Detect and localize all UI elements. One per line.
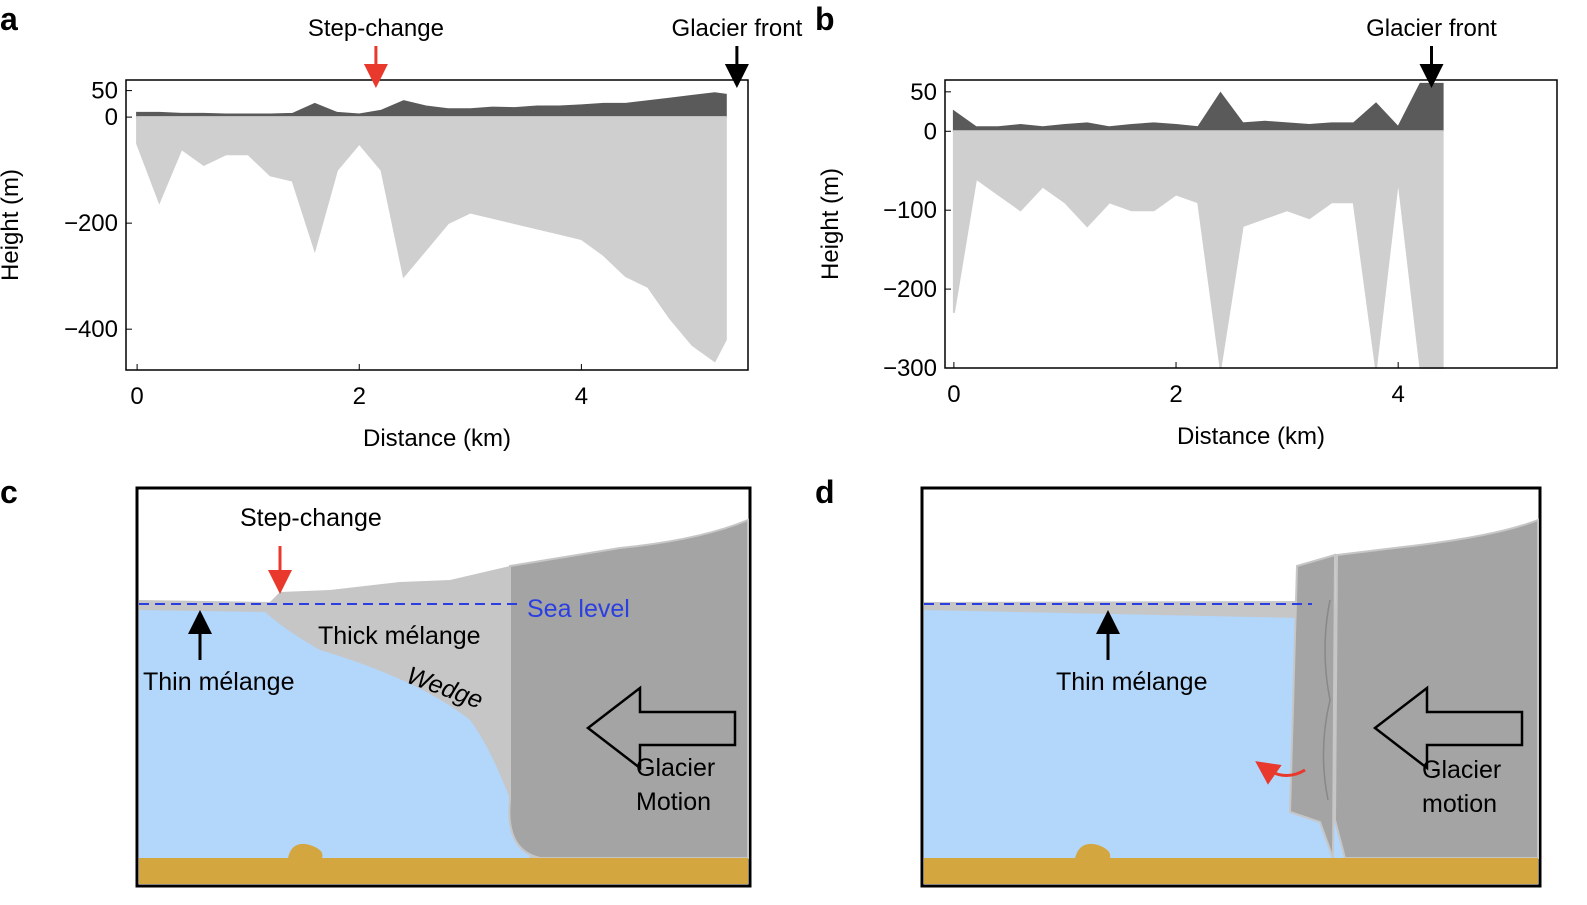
plot-frame bbox=[125, 79, 749, 371]
area bbox=[136, 116, 727, 363]
seabed bbox=[139, 858, 748, 884]
y-tick-label: −200 bbox=[64, 210, 118, 237]
melange bbox=[139, 566, 540, 858]
y-tick-label: 0 bbox=[924, 118, 937, 145]
annotation: Step-change bbox=[308, 15, 444, 42]
label: Step-change bbox=[240, 504, 382, 532]
chart-panel: b 50 0 −100 −200 −300 0 2 4 Distance (km) Height (… bbox=[815, 1, 1558, 450]
label: Thin mélange bbox=[1056, 668, 1207, 696]
annotation: Glacier front bbox=[1366, 15, 1497, 42]
x-axis-label: Distance (km) bbox=[363, 425, 511, 452]
x-tick-label: 0 bbox=[130, 383, 143, 410]
calving-slab bbox=[1288, 553, 1337, 859]
panel-label: d bbox=[815, 474, 835, 510]
label: Glacier bbox=[636, 754, 715, 782]
label: motion bbox=[1422, 790, 1497, 818]
y-tick-label: 0 bbox=[105, 104, 118, 131]
y-tick-label: −100 bbox=[883, 197, 937, 224]
seabed bbox=[924, 858, 1538, 884]
y-axis-label: Height (m) bbox=[817, 168, 844, 280]
area bbox=[952, 130, 1444, 369]
x-tick-label: 2 bbox=[1169, 381, 1182, 408]
diagram-d: d Thin mélange Glacier motion bbox=[815, 474, 1542, 888]
x-tick-label: 2 bbox=[353, 383, 366, 410]
area bbox=[136, 92, 727, 119]
rock bbox=[1075, 843, 1111, 858]
label: Sea level bbox=[527, 595, 630, 623]
glacier bbox=[508, 518, 749, 859]
label: Thick mélange bbox=[318, 622, 481, 650]
x-axis-label: Distance (km) bbox=[1177, 423, 1325, 450]
panel-label: b bbox=[815, 1, 835, 37]
y-tick-label: 50 bbox=[91, 78, 118, 105]
annotation: Glacier front bbox=[672, 15, 803, 42]
y-tick-label: −400 bbox=[64, 316, 118, 343]
y-axis-label: Height (m) bbox=[0, 169, 24, 281]
y-tick-label: −200 bbox=[883, 276, 937, 303]
x-tick-label: 4 bbox=[575, 383, 588, 410]
y-tick-label: −300 bbox=[883, 355, 937, 382]
melange bbox=[924, 601, 1300, 618]
panel-label: a bbox=[0, 1, 18, 37]
motion-arrow bbox=[1372, 685, 1524, 771]
motion-arrow bbox=[585, 685, 737, 771]
rock bbox=[288, 843, 323, 858]
plot-frame bbox=[944, 79, 1558, 369]
x-tick-label: 4 bbox=[1391, 381, 1404, 408]
x-tick-label: 0 bbox=[947, 381, 960, 408]
crevasse bbox=[1322, 599, 1331, 801]
area bbox=[952, 82, 1444, 133]
label: Thin mélange bbox=[143, 668, 294, 696]
label: Glacier bbox=[1422, 756, 1501, 784]
panel-label: c bbox=[0, 474, 18, 510]
label: Motion bbox=[636, 788, 711, 816]
y-tick-label: 50 bbox=[910, 79, 937, 106]
rotation-arrow bbox=[1255, 761, 1306, 785]
diagram-c: c Step-change Sea level Thin mélange Thi… bbox=[0, 474, 752, 888]
glacier bbox=[1333, 518, 1539, 859]
